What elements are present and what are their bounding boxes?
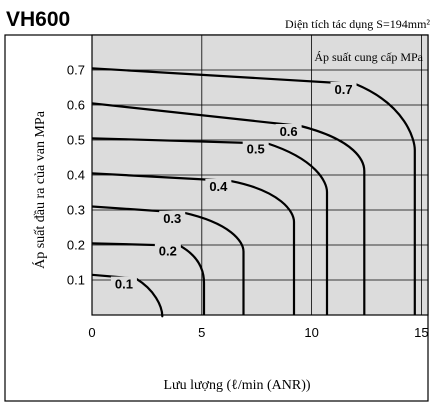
series-curve-0.3 — [91, 205, 245, 315]
y-tick-label: 0.6 — [67, 98, 85, 113]
y-tick-label: 0.1 — [67, 273, 85, 288]
series-curve-0.4 — [91, 172, 296, 315]
series-label-0.5: 0.5 — [247, 142, 265, 157]
series-label-0.2: 0.2 — [159, 244, 177, 259]
series-label-bg — [275, 124, 302, 139]
y-tick-label: 0.3 — [67, 203, 85, 218]
y-axis-label: Áp suất đầu ra của van MPa — [31, 110, 48, 269]
series-group: 0.1 0.2 0.3 0.4 0.5 0.6 0.7 — [91, 67, 416, 318]
series-label-0.6: 0.6 — [280, 124, 298, 139]
series-label-bg — [154, 243, 181, 259]
series-label-0.3: 0.3 — [163, 211, 181, 226]
y-tick-label: 0.7 — [67, 63, 85, 78]
series-label-bg — [242, 141, 269, 157]
series-label-bg — [205, 178, 232, 194]
series-curve-0.6 — [91, 102, 366, 315]
x-axis-label: Lưu lượng (ℓ/min (ANR)) — [163, 378, 310, 393]
x-tick-label: 5 — [198, 325, 205, 340]
x-tick-label: 15 — [414, 325, 428, 340]
series-label-0.7: 0.7 — [334, 82, 352, 97]
series-label-bg — [330, 82, 357, 97]
y-tick-label: 0.5 — [67, 133, 85, 148]
chart-subtitle: Diện tích tác dụng S=194mm² — [285, 17, 430, 31]
series-curve-0.5 — [91, 137, 329, 315]
x-tick-label: 0 — [88, 325, 95, 340]
series-label-0.4: 0.4 — [209, 179, 228, 194]
series-label-0.1: 0.1 — [115, 277, 133, 292]
series-label-bg — [110, 276, 137, 292]
y-tick-labels: 0.1 0.2 0.3 0.4 0.5 0.6 0.7 — [67, 63, 85, 288]
plot-border — [91, 34, 429, 316]
x-tick-label: 10 — [304, 325, 318, 340]
chart-title: VH600 — [6, 8, 70, 31]
series-curve-0.7 — [91, 67, 416, 315]
legend-title: Áp suất cung cấp MPa — [314, 50, 423, 64]
x-tick-labels: 0 5 10 15 — [88, 325, 428, 340]
y-tick-label: 0.2 — [67, 238, 85, 253]
y-tick-label: 0.4 — [67, 168, 85, 183]
series-label-bg — [159, 210, 186, 226]
